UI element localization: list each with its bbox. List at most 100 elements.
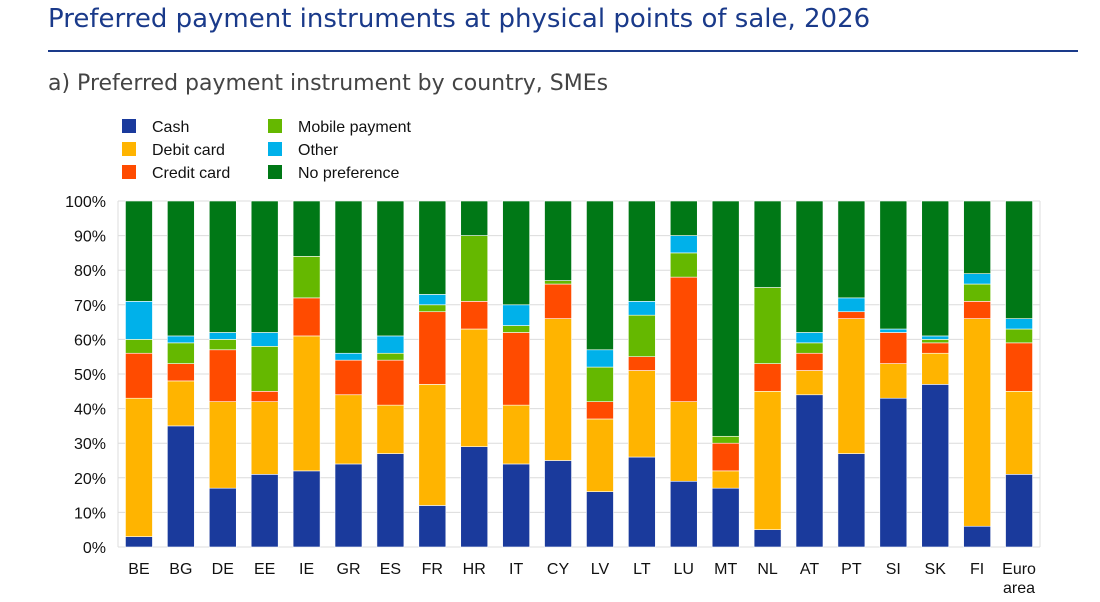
y-tick-label: 10% <box>74 505 106 522</box>
x-tick-label: SI <box>886 561 901 578</box>
legend-swatch <box>122 165 136 179</box>
x-tick-label: BG <box>169 561 192 578</box>
bar-segment <box>837 453 866 548</box>
bar-segment <box>628 370 656 458</box>
bar-segment <box>125 339 153 354</box>
bar-segment <box>586 366 614 402</box>
x-tick-label: PT <box>841 561 862 578</box>
bar-segment <box>586 200 614 351</box>
y-tick-label: 100% <box>65 194 106 211</box>
bar-segment <box>669 276 698 402</box>
bar-segment <box>334 394 363 465</box>
bar-segment <box>669 200 698 236</box>
bar-segment <box>208 349 237 402</box>
legend-swatch <box>122 142 136 156</box>
bar-segment <box>334 359 363 396</box>
bar-segment <box>460 328 489 447</box>
legend-swatch <box>268 142 282 156</box>
y-tick-label: 70% <box>74 298 106 315</box>
bar-segment <box>250 200 279 333</box>
title-divider <box>48 50 1078 52</box>
bar-segment <box>250 401 279 475</box>
bar-segment <box>418 304 447 313</box>
bar-segment <box>418 294 447 306</box>
bar-segment <box>837 318 866 454</box>
bar-segment <box>795 394 824 548</box>
bar-segment <box>795 200 824 333</box>
bar-segment <box>125 352 153 399</box>
x-tick-label: MT <box>714 561 737 578</box>
bar-segment <box>208 200 237 333</box>
bar-segment <box>963 200 991 274</box>
y-tick-label: 30% <box>74 436 106 453</box>
bar-segment <box>628 356 656 371</box>
bar-segment <box>837 297 866 313</box>
bar-segment <box>334 200 363 354</box>
bar-segment <box>376 335 405 354</box>
bar-segment <box>460 446 489 548</box>
legend-label: Debit card <box>152 142 225 159</box>
legend-label: Mobile payment <box>298 119 412 136</box>
x-tick-label: EE <box>254 561 275 578</box>
bar-segment <box>167 363 195 382</box>
bar-segment <box>418 311 447 385</box>
bar-segment <box>669 235 698 254</box>
bar-segment <box>460 301 489 330</box>
bar-segment <box>544 318 572 461</box>
bar-segment <box>586 349 614 368</box>
bar-segment <box>334 463 363 548</box>
x-tick-label: FI <box>970 561 984 578</box>
bar-segment <box>669 252 698 278</box>
bar-segment <box>167 342 195 364</box>
x-tick-label: NL <box>757 561 778 578</box>
bar-segment <box>963 283 991 302</box>
bar-segment <box>376 359 405 406</box>
legend-label: No preference <box>298 165 399 182</box>
bar-segment <box>711 470 740 489</box>
y-tick-label: 40% <box>74 402 106 419</box>
bar-segment <box>1005 474 1033 548</box>
bar-segment <box>921 335 950 340</box>
y-tick-label: 50% <box>74 367 106 384</box>
x-tick-label: BE <box>128 561 149 578</box>
bar-segment <box>586 418 614 492</box>
bar-segment <box>418 384 447 506</box>
bar-segment <box>879 332 908 364</box>
bar-segment <box>1005 200 1033 319</box>
bar-segment <box>250 390 279 402</box>
bar-segment <box>292 256 321 299</box>
bar-segment <box>460 235 489 302</box>
bar-segment <box>418 200 447 295</box>
bar-segment <box>292 297 321 337</box>
bar-segment <box>879 397 908 548</box>
legend-swatch <box>268 165 282 179</box>
bar-segment <box>1005 390 1033 475</box>
legend-label: Other <box>298 142 339 159</box>
bar-segment <box>586 491 614 548</box>
x-tick-label: LT <box>633 561 651 578</box>
x-tick-label: GR <box>337 561 361 578</box>
bar-segment <box>544 460 572 548</box>
x-tick-label: Euro area <box>1002 561 1036 597</box>
bar-segment <box>879 363 908 399</box>
bar-segment <box>753 529 782 548</box>
bar-segment <box>879 328 908 333</box>
bar-segment <box>921 352 950 385</box>
bar-segment <box>334 352 363 361</box>
bar-segment <box>795 370 824 396</box>
bar-segment <box>502 325 530 333</box>
bar-segment <box>167 380 195 427</box>
bar-segment <box>208 332 237 340</box>
bar-segment <box>628 314 656 357</box>
y-tick-label: 60% <box>74 332 106 349</box>
bar-segment <box>795 352 824 371</box>
y-tick-label: 90% <box>74 229 106 246</box>
y-tick-label: 80% <box>74 263 106 280</box>
x-tick-label: ES <box>380 561 401 578</box>
x-tick-label: FR <box>422 561 443 578</box>
bar-segment <box>250 346 279 392</box>
x-tick-label: SK <box>925 561 947 578</box>
bars <box>125 200 1033 548</box>
bar-segment <box>837 311 866 319</box>
